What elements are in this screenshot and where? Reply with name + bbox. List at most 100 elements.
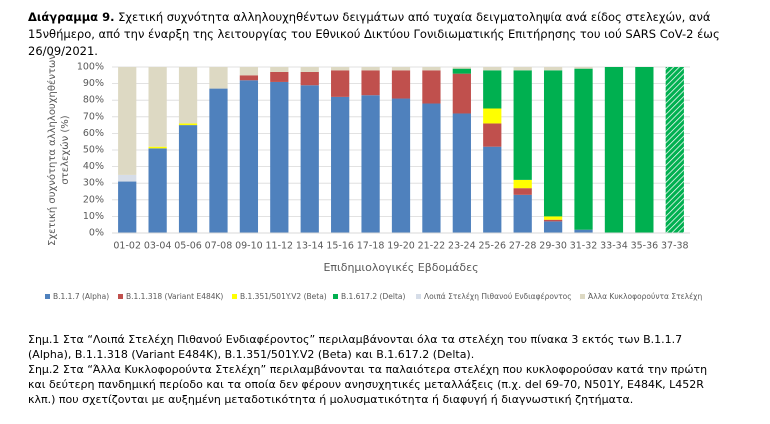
notes: Σημ.1 Στα “Λοιπά Στελέχη Πιθανού Ενδιαφέ… [28,332,728,407]
bar-segment [118,181,137,233]
bar-segment [513,179,532,189]
x-tick-label: 15-16 [326,241,354,252]
y-tick-label: 60% [83,128,104,139]
y-tick-label: 50% [83,145,104,156]
bar-segment [391,67,411,71]
bar-segment [148,146,167,149]
bar-segment [513,188,532,195]
x-tick-label: 17-18 [357,241,385,252]
y-tick-label: 70% [83,111,104,122]
bar-segment [513,194,532,233]
bar-segment [574,229,593,233]
x-tick-label: 23-24 [448,241,476,252]
bar-segment [665,67,684,233]
bar-segment [300,85,319,233]
bar-segment [239,75,259,81]
legend-label: B.1.1.7 (Alpha) [53,292,109,301]
bar-segment [452,68,471,74]
legend-item: B.1.1.318 (Variant E484K) [118,292,223,301]
legend-label: B.1.617.2 (Delta) [341,292,405,301]
bar-segment [452,73,471,114]
y-axis-label: στελεχών (%) [59,115,71,184]
x-tick-label: 29-30 [539,241,567,252]
bar-segment [270,81,289,233]
x-tick-label: 09-10 [235,241,263,252]
y-tick-label: 80% [83,95,104,106]
x-tick-label: 35-36 [631,241,659,252]
bar-segment [178,123,198,126]
bar-segment [239,80,259,233]
y-tick-label: 0% [89,228,104,239]
legend-item: Λοιπά Στελέχη Πιθανού Ενδιαφέροντος [416,292,572,301]
bar-segment [543,70,563,217]
bar-segment [148,67,167,147]
legend-label: B.1.1.318 (Variant E484K) [126,292,223,301]
bar-segment [361,70,380,96]
bar-segment [422,103,441,233]
caption-label: Διάγραμμα 9. [28,10,115,24]
bar-segment [543,221,563,233]
x-tick-label: 13-14 [296,241,324,252]
bar-segment [391,98,411,233]
bar-segment [452,67,471,69]
bar-segment [209,88,228,233]
y-tick-label: 20% [83,194,104,205]
x-tick-label: 31-32 [570,241,598,252]
x-axis-label: Επιδημιολογικές Εβδομάδες [323,261,478,274]
note: Σημ.2 Στα “Άλλα Κυκλοφορούντα Στελέχη” π… [28,363,708,406]
x-tick-label: 25-26 [478,241,506,252]
bar-segment [148,148,167,233]
caption-text: Σχετική συχνότητα αλληλουχηθέντων δειγμά… [28,10,720,58]
x-tick-label: 19-20 [387,241,415,252]
bar-segment [361,95,380,233]
bar-segment [574,68,593,230]
bar-segment [483,70,502,109]
bar-segment [118,67,137,175]
bar-segment [361,67,380,71]
bar-segment [543,216,563,220]
bar-segment [422,70,441,104]
y-tick-label: 100% [77,62,104,73]
bar-segment [543,67,563,71]
bar-segment [513,70,532,180]
figure-caption: Διάγραμμα 9. Σχετική συχνότητα αλληλουχη… [28,9,748,60]
x-tick-label: 11-12 [266,241,294,252]
bar-segment [300,67,319,72]
y-tick-label: 90% [83,78,104,89]
legend-item: B.1.351/501Y.V2 (Beta) [232,292,327,301]
y-tick-label: 10% [83,211,104,222]
legend-item: Άλλα Κυκλοφορούντα Στελέχη [580,292,702,301]
x-tick-label: 21-22 [418,241,446,252]
bar-segment [513,67,532,71]
legend-swatch [232,294,237,299]
bar-segment [270,67,289,72]
x-tick-label: 07-08 [205,241,233,252]
x-tick-label: 05-06 [174,241,202,252]
legend-label: Λοιπά Στελέχη Πιθανού Ενδιαφέροντος [424,292,572,301]
legend-swatch [416,294,421,299]
bar-segment [331,70,350,97]
bar-segment [391,70,411,99]
x-tick-label: 01-02 [113,241,141,252]
legend-item: B.1.1.7 (Alpha) [45,292,109,301]
bar-segment [331,96,350,233]
chart: 0% 10% 20% 30% 40% 50% 60% 70% 80% 90% 100% Σχετική… [45,54,702,301]
bar-segment [604,67,624,233]
bar-segment [239,67,259,76]
bar-segment [452,113,471,233]
legend-swatch [580,294,585,299]
legend-item: B.1.617.2 (Delta) [333,292,405,301]
legend-swatch [45,294,50,299]
bar-segment [483,108,502,124]
legend-label: B.1.351/501Y.V2 (Beta) [240,292,327,301]
y-tick-label: 40% [83,161,104,172]
legend-swatch [118,294,123,299]
bar-segment [331,67,350,71]
x-tick-label: 27-28 [509,241,537,252]
legend-label: Άλλα Κυκλοφορούντα Στελέχη [588,292,702,301]
note: Σημ.1 Στα “Λοιπά Στελέχη Πιθανού Ενδιαφέ… [28,333,683,361]
bar-segment [118,174,137,182]
bar-segment [178,67,198,124]
x-tick-label: 03-04 [144,241,172,252]
